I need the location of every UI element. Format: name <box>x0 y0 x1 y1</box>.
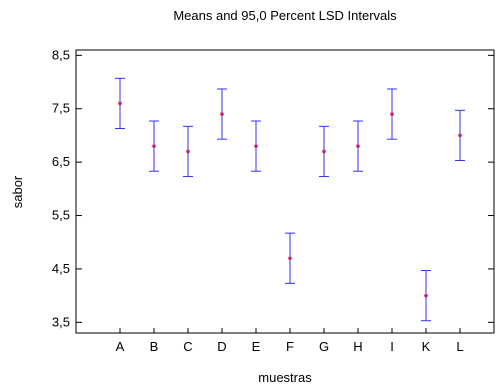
mean-point <box>356 144 360 148</box>
y-tick-label: 7,5 <box>52 101 70 116</box>
mean-point <box>424 293 428 298</box>
plot-marks <box>115 77 465 322</box>
x-tick-label: K <box>422 339 431 354</box>
x-axis-label: muestras <box>258 370 312 385</box>
chart-title: Means and 95,0 Percent LSD Intervals <box>173 8 397 23</box>
mean-point <box>458 133 462 138</box>
x-tick-label: F <box>286 339 294 354</box>
x-tick-label: I <box>390 339 394 354</box>
plot-frame <box>75 49 495 334</box>
y-tick-label: 8,5 <box>52 47 70 62</box>
y-tick-label: 5,5 <box>52 208 70 223</box>
x-tick-label: G <box>319 339 329 354</box>
x-tick-label: C <box>183 339 192 354</box>
x-tick-label: E <box>252 339 261 354</box>
mean-point <box>254 144 258 148</box>
mean-point <box>288 256 292 261</box>
x-tick-label: L <box>456 339 463 354</box>
mean-point <box>186 149 190 154</box>
y-tick-label: 3,5 <box>52 314 70 329</box>
mean-point <box>220 112 224 116</box>
mean-point <box>118 101 122 106</box>
mean-point <box>390 112 394 116</box>
mean-point <box>322 149 326 154</box>
y-axis: 3,5 4,5 5,5 6,5 7,5 8,5 <box>52 47 494 329</box>
y-tick-label: 4,5 <box>52 261 70 276</box>
y-axis-label: sabor <box>10 175 25 208</box>
x-tick-label: B <box>150 339 159 354</box>
mean-point <box>152 144 156 148</box>
x-tick-label: A <box>116 339 125 354</box>
x-tick-label: D <box>217 339 226 354</box>
x-tick-label: H <box>353 339 362 354</box>
y-tick-label: 6,5 <box>52 154 70 169</box>
